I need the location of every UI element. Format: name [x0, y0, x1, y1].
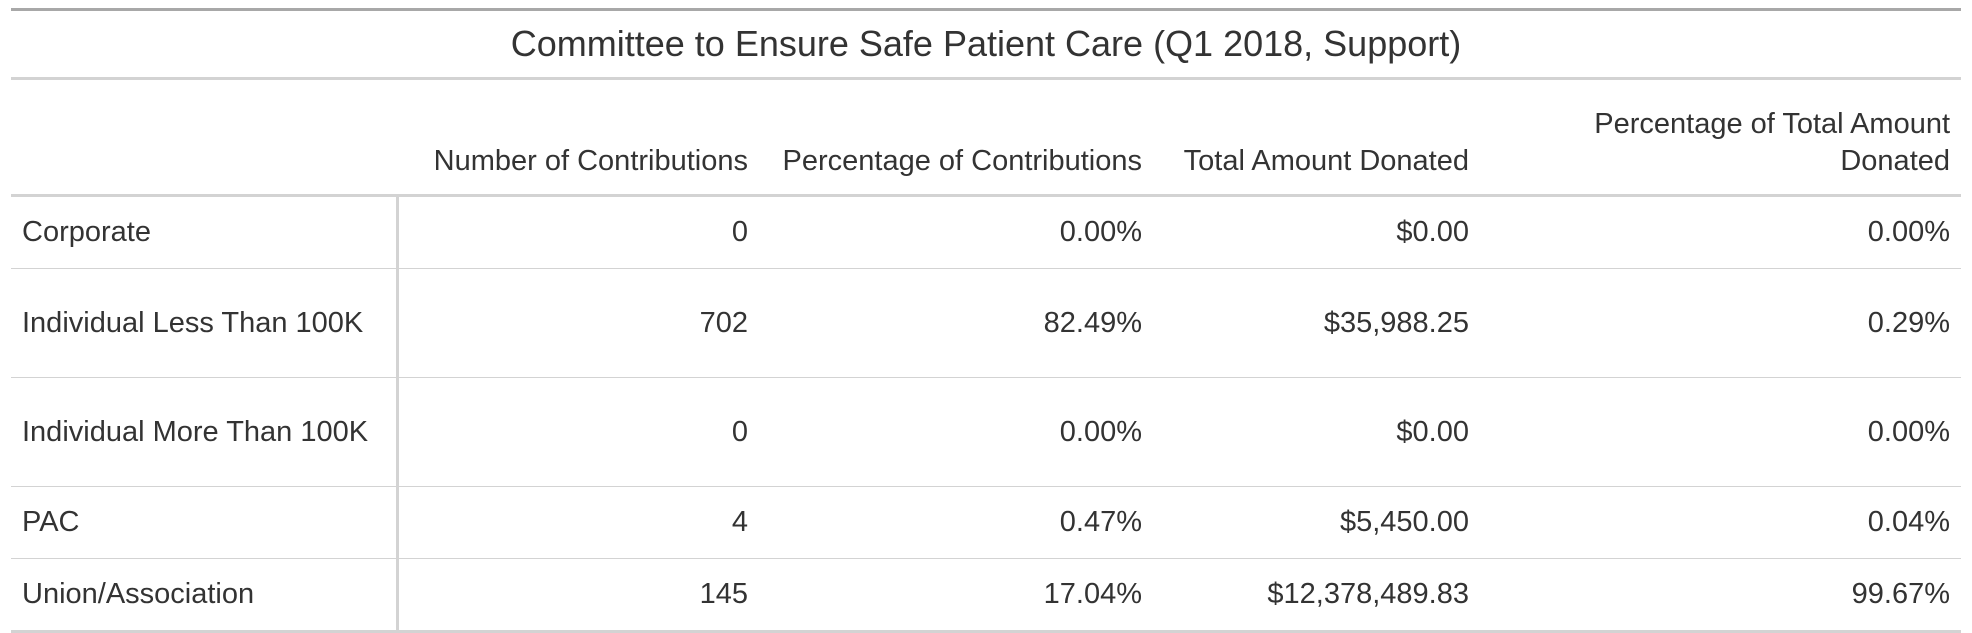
cell-total-amount-donated: $0.00: [1153, 195, 1480, 269]
column-header-total-amount-donated: Total Amount Donated: [1153, 78, 1480, 197]
cell-percentage-of-total-amount: 0.04%: [1480, 486, 1962, 559]
cell-number-of-contributions: 145: [397, 558, 759, 633]
cell-percentage-of-contributions: 0.47%: [759, 486, 1153, 559]
cell-percentage-of-total-amount: 0.00%: [1480, 195, 1962, 269]
cell-percentage-of-contributions: 17.04%: [759, 558, 1153, 633]
cell-total-amount-donated: $35,988.25: [1153, 268, 1480, 378]
table-row: Union/Association 145 17.04% $12,378,489…: [11, 558, 1962, 633]
cell-number-of-contributions: 0: [397, 195, 759, 269]
table-row: Corporate 0 0.00% $0.00 0.00%: [11, 195, 1962, 269]
cell-percentage-of-contributions: 0.00%: [759, 195, 1153, 269]
cell-percentage-of-total-amount: 0.00%: [1480, 377, 1962, 487]
column-header-percentage-of-total-amount: Percentage of Total Amount Donated: [1480, 78, 1962, 197]
cell-percentage-of-contributions: 0.00%: [759, 377, 1153, 487]
stub-header: [11, 78, 397, 197]
cell-percentage-of-total-amount: 99.67%: [1480, 558, 1962, 633]
cell-percentage-of-total-amount: 0.29%: [1480, 268, 1962, 378]
contributions-table: Committee to Ensure Safe Patient Care (Q…: [11, 8, 1962, 633]
column-header-row: Number of Contributions Percentage of Co…: [11, 78, 1962, 197]
table-row: Individual Less Than 100K 702 82.49% $35…: [11, 268, 1962, 378]
cell-total-amount-donated: $5,450.00: [1153, 486, 1480, 559]
table-row: PAC 4 0.47% $5,450.00 0.04%: [11, 486, 1962, 559]
cell-percentage-of-contributions: 82.49%: [759, 268, 1153, 378]
cell-number-of-contributions: 702: [397, 268, 759, 378]
row-label: PAC: [11, 486, 399, 559]
cell-number-of-contributions: 0: [397, 377, 759, 487]
column-header-percentage-of-contributions: Percentage of Contributions: [759, 78, 1153, 197]
row-label: Individual Less Than 100K: [11, 268, 399, 378]
row-label: Union/Association: [11, 558, 399, 633]
cell-number-of-contributions: 4: [397, 486, 759, 559]
row-label: Corporate: [11, 195, 399, 269]
cell-total-amount-donated: $0.00: [1153, 377, 1480, 487]
contributions-table-container: Committee to Ensure Safe Patient Care (Q…: [11, 8, 1962, 633]
row-label: Individual More Than 100K: [11, 377, 399, 487]
table-row: Individual More Than 100K 0 0.00% $0.00 …: [11, 377, 1962, 487]
table-title-row: Committee to Ensure Safe Patient Care (Q…: [11, 8, 1962, 80]
cell-total-amount-donated: $12,378,489.83: [1153, 558, 1480, 633]
table-title: Committee to Ensure Safe Patient Care (Q…: [11, 8, 1962, 80]
column-header-number-of-contributions: Number of Contributions: [397, 78, 759, 197]
